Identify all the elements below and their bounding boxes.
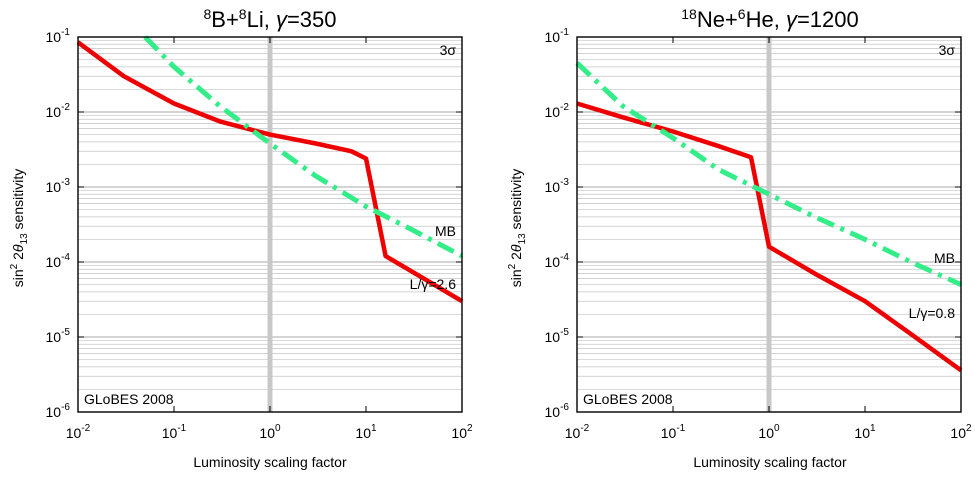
x-tick-label: 100 [758, 423, 780, 441]
chart-left-x-label: Luminosity scaling factor [193, 454, 347, 470]
l-gamma-label: L/γ=0.8 [909, 305, 956, 321]
y-tick-label: 10-2 [545, 102, 570, 120]
y-tick-label: 10-1 [545, 27, 570, 45]
x-tick-label: 102 [451, 423, 473, 441]
y-tick-label: 10-6 [46, 402, 71, 420]
mb-label: MB [934, 250, 955, 266]
x-tick-label: 10-1 [162, 423, 187, 441]
sigma-label: 3σ [440, 42, 457, 58]
globes-label: GLoBES 2008 [583, 391, 673, 407]
x-tick-label: 10-1 [661, 423, 686, 441]
y-tick-label: 10-5 [46, 327, 71, 345]
y-tick-label: 10-3 [46, 177, 71, 195]
globes-label: GLoBES 2008 [84, 391, 174, 407]
x-tick-label: 102 [950, 423, 972, 441]
chart-right-title: 18Ne+6He, γ=1200 [681, 6, 859, 32]
chart-left-title: 8B+8Li, γ=350 [203, 6, 336, 32]
y-tick-label: 10-5 [545, 327, 570, 345]
x-tick-label: 10-2 [565, 423, 590, 441]
chart-left-y-label: sin2 2θ13 sensitivity [9, 169, 30, 287]
chart-left: 8B+8Li, γ=350 10-2 10-1 100 101 10210-610-51… [9, 6, 473, 470]
y-tick-label: 10-3 [545, 177, 570, 195]
chart-right-y-label: sin2 2θ13 sensitivity [507, 169, 528, 287]
x-tick-label: 101 [355, 423, 377, 441]
chart-right-plot: 10-2 10-1 100 101 102 10-6 10-5 10-4 10-3 10-2 10-… [545, 27, 972, 441]
y-tick-label: 10-4 [46, 252, 71, 270]
chart-right: 18Ne+6He, γ=1200 10-2 10-1 100 101 10210-610… [507, 6, 972, 470]
y-tick-label: 10-1 [46, 27, 71, 45]
chart-right-x-label: Luminosity scaling factor [693, 454, 847, 470]
chart-left-plot: 10-2 10-1 100 101 102 10-6 10-5 10-4 10-3 10-2 10-… [46, 27, 473, 441]
series-line-l-gamma [76, 40, 464, 304]
l-gamma-label: L/γ=2.6 [410, 276, 457, 292]
x-tick-label: 100 [259, 423, 281, 441]
y-tick-label: 10-4 [545, 252, 570, 270]
x-tick-label: 101 [854, 423, 876, 441]
series-line-mb [575, 61, 963, 287]
sigma-label: 3σ [939, 42, 956, 58]
mb-label: MB [435, 223, 456, 239]
y-tick-label: 10-6 [545, 402, 570, 420]
series-line-l-gamma [576, 101, 963, 373]
y-tick-label: 10-2 [46, 102, 71, 120]
x-tick-label: 10-2 [66, 423, 91, 441]
series-line-mb [143, 35, 464, 259]
